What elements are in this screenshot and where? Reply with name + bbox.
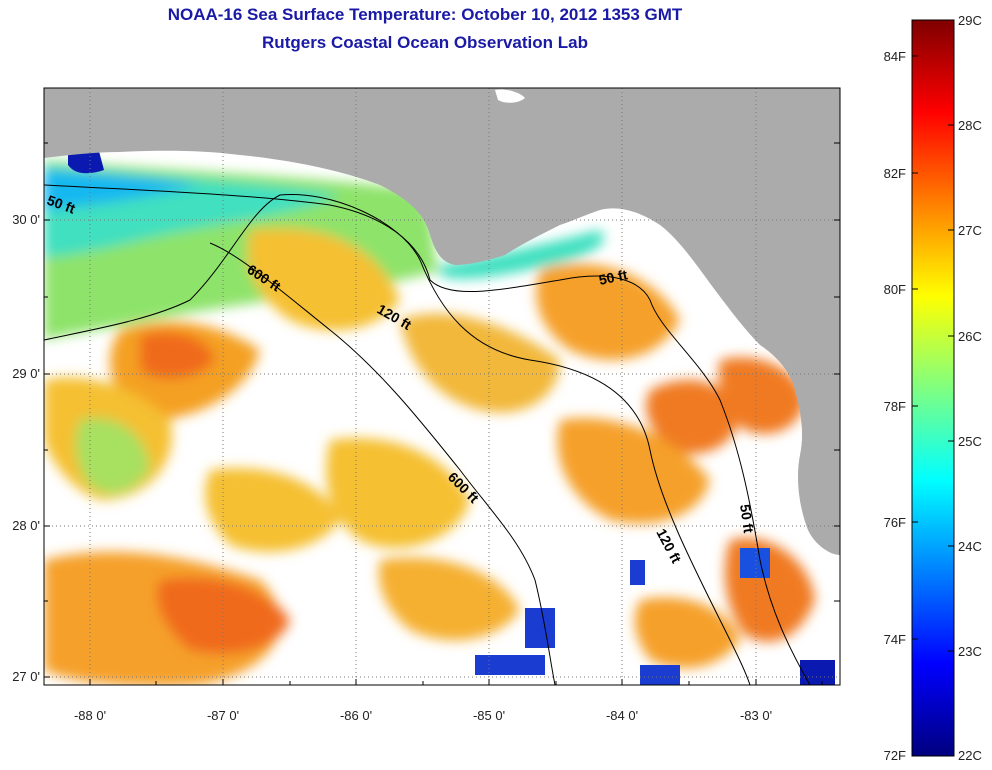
colorbar-f-label: 74F — [884, 632, 906, 647]
colorbar-c-label: 22C — [958, 748, 982, 763]
colorbar-c-label: 28C — [958, 118, 982, 133]
lon-label: -83 0' — [740, 708, 772, 723]
colorbar-f-label: 82F — [884, 166, 906, 181]
colorbar-c-label: 24C — [958, 539, 982, 554]
colorbar-f-label: 78F — [884, 399, 906, 414]
lon-label: -88 0' — [74, 708, 106, 723]
lat-label: 30 0' — [12, 212, 40, 227]
longitude-labels: -88 0' -87 0' -86 0' -85 0' -84 0' -83 0… — [74, 708, 772, 723]
colorbar-f-label: 76F — [884, 515, 906, 530]
colorbar-f-label: 84F — [884, 49, 906, 64]
frame-ticks — [44, 142, 840, 685]
map-plot-area: 50 ft 600 ft 120 ft 50 ft 600 ft 120 ft … — [44, 88, 840, 685]
graticule — [44, 88, 840, 685]
colorbar-c-label: 25C — [958, 434, 982, 449]
map-title: NOAA-16 Sea Surface Temperature: October… — [167, 5, 683, 24]
contour-label-50ft-east: 50 ft — [597, 266, 629, 288]
colorbar-f-label: 72F — [884, 748, 906, 763]
contour-600ft — [209, 242, 556, 685]
sst-data-field — [44, 160, 815, 685]
lon-label: -87 0' — [207, 708, 239, 723]
lon-label: -84 0' — [606, 708, 638, 723]
lake-outline — [495, 89, 525, 103]
colorbar-c-label: 27C — [958, 223, 982, 238]
contour-label-50ft-south: 50 ft — [737, 503, 757, 534]
colorbar-c-label: 26C — [958, 329, 982, 344]
lat-label: 29 0' — [12, 366, 40, 381]
latitude-labels: 30 0' 29 0' 28 0' 27 0' — [12, 212, 40, 684]
contour-120ft — [44, 193, 751, 685]
lon-label: -85 0' — [473, 708, 505, 723]
bathymetry-contours — [44, 184, 811, 685]
lat-label: 27 0' — [12, 669, 40, 684]
land-mass — [44, 88, 840, 555]
colorbar-f-label: 80F — [884, 282, 906, 297]
colorbar-c-label: 29C — [958, 13, 982, 28]
map-subtitle: Rutgers Coastal Ocean Observation Lab — [262, 33, 588, 52]
contour-50ft — [44, 184, 811, 685]
colorbar-gradient — [911, 19, 955, 757]
colorbar-c-label: 23C — [958, 644, 982, 659]
temperature-colorbar: 84F 82F 80F 78F 76F 74F 72F 29C 28C 27C … — [884, 13, 982, 763]
lat-label: 28 0' — [12, 518, 40, 533]
colorbar-ticks — [912, 19, 954, 652]
map-frame — [43, 87, 841, 686]
lon-label: -86 0' — [340, 708, 372, 723]
